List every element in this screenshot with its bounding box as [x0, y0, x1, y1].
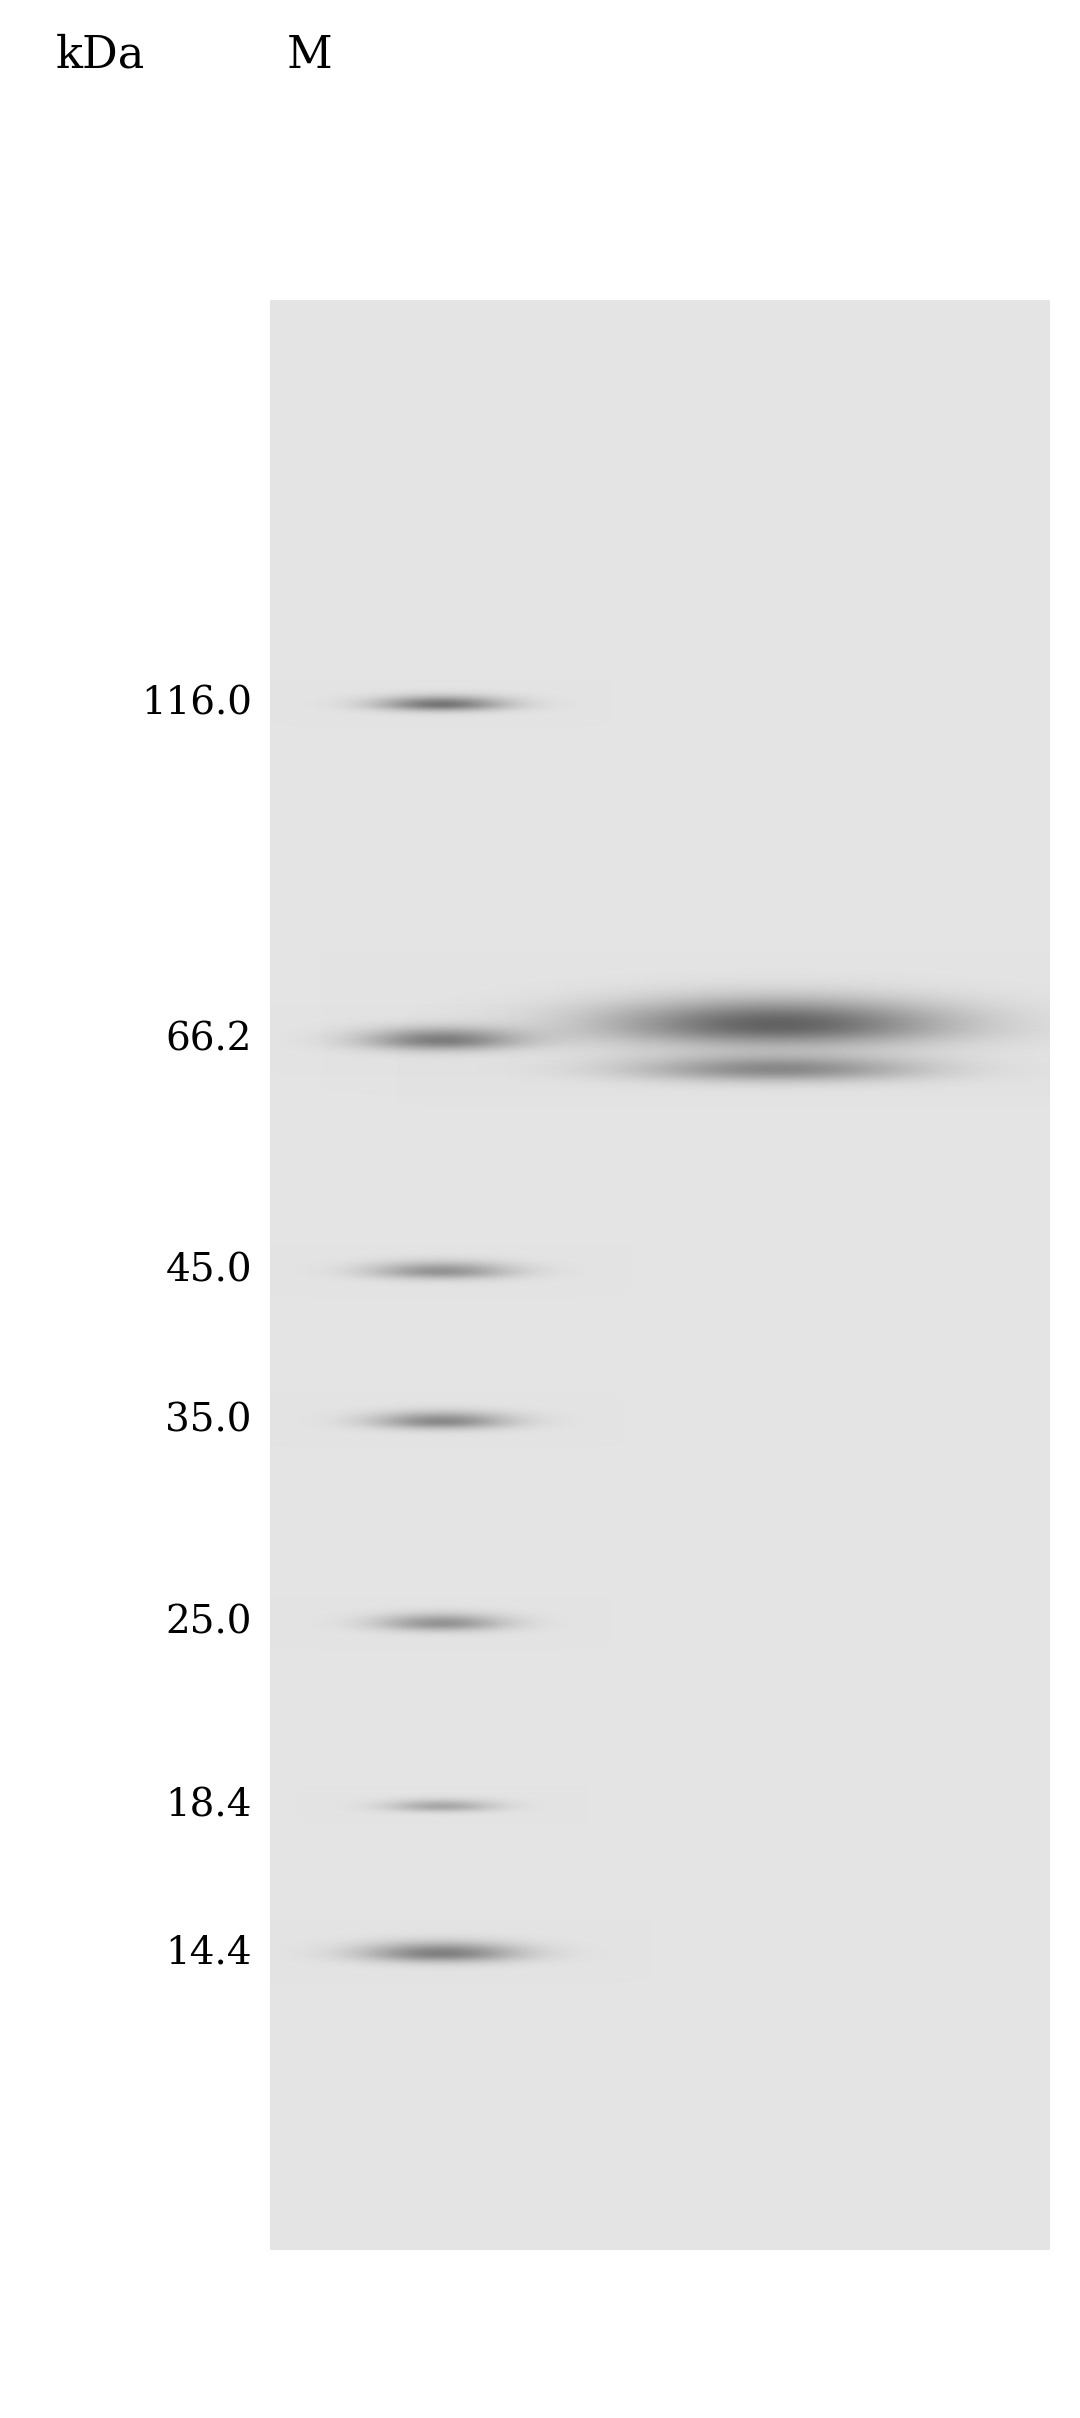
- Text: 25.0: 25.0: [165, 1606, 252, 1642]
- Text: 14.4: 14.4: [165, 1934, 252, 1971]
- Text: 35.0: 35.0: [165, 1402, 252, 1439]
- Text: 116.0: 116.0: [141, 684, 252, 723]
- Text: 45.0: 45.0: [165, 1253, 252, 1289]
- Text: M: M: [287, 34, 333, 77]
- Text: 66.2: 66.2: [165, 1020, 252, 1059]
- Text: 18.4: 18.4: [165, 1787, 252, 1826]
- Text: kDa: kDa: [55, 34, 145, 77]
